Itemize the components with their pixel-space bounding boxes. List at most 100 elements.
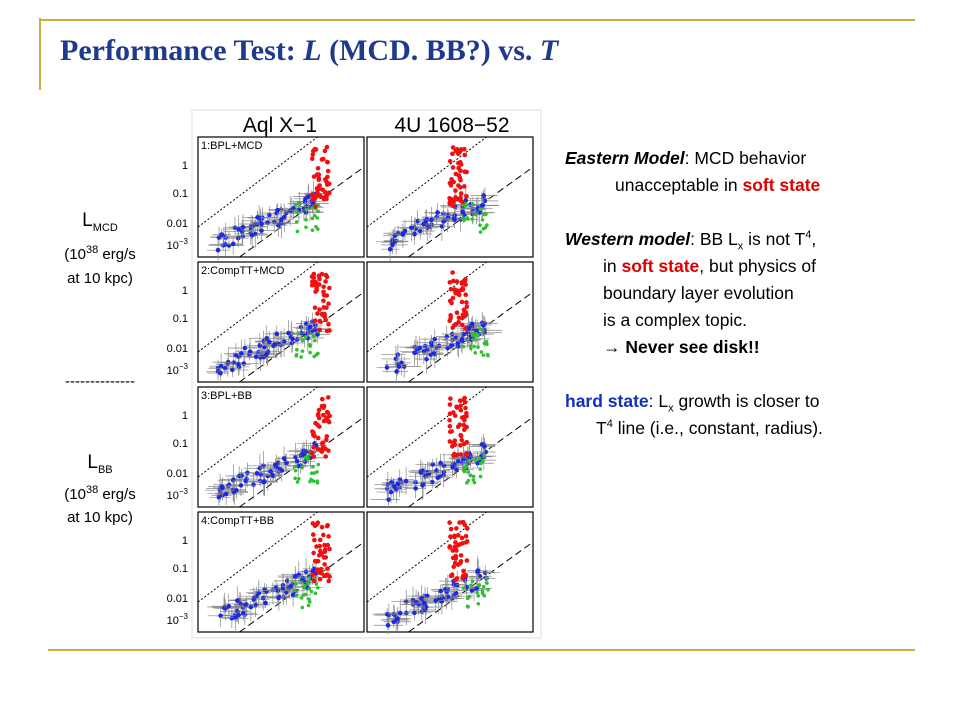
note: boundary layer evolution [603,283,794,303]
label: (10 [64,486,86,503]
label: erg/s [98,246,136,263]
point [216,235,222,240]
point [264,335,270,341]
point [449,197,454,202]
title-text: T [539,34,559,67]
point [315,227,320,231]
point [309,450,315,456]
point [313,213,317,218]
point [450,165,456,170]
point [300,576,306,581]
point [455,424,461,430]
column-title: 4U 1608−52 [394,114,509,137]
label: BB [97,463,113,476]
point [472,480,477,485]
point [290,336,295,342]
point [390,242,395,248]
point [479,350,484,354]
point [412,231,417,237]
point [311,550,316,556]
y-tick-label: 0.01 [167,218,188,230]
y-tick-label: 0.1 [173,313,188,325]
point [477,573,483,579]
point [294,354,299,358]
point [485,581,489,585]
point [448,286,454,292]
text: : L [648,391,669,411]
point [486,353,490,358]
point [295,347,299,352]
point [450,145,456,150]
point [384,365,390,370]
point [319,311,325,317]
point [478,207,482,211]
y-tick-label: 10−3 [167,612,189,627]
point [316,175,322,181]
point [255,215,260,220]
label: L [87,452,98,473]
point [458,433,464,439]
point [466,217,470,221]
point [399,360,404,366]
point [317,193,323,199]
y-tick-label: 1 [182,535,188,547]
point [324,434,330,439]
column-title: Aql X−1 [243,114,317,137]
tick-base: 10 [167,240,179,252]
point [241,361,247,366]
tick-exp: −3 [179,487,189,496]
point [219,232,224,237]
point [266,212,272,218]
point [220,485,225,491]
point [384,611,390,617]
point [459,299,465,305]
point [447,158,453,164]
point [327,546,332,552]
point [315,311,320,316]
point [486,587,490,592]
point [475,460,480,466]
point [243,478,249,484]
text: hard state [565,391,649,411]
point [309,589,314,594]
point [470,202,475,206]
point [293,476,297,481]
point [255,222,260,227]
point [475,590,479,595]
point [456,292,462,298]
point [327,328,332,333]
text: Eastern Model [565,148,685,168]
point [422,600,427,606]
point [449,342,455,348]
point [455,459,461,464]
point [385,622,391,628]
point [293,468,298,473]
label: erg/s [98,486,136,503]
guide-line [197,136,318,228]
point [266,339,272,345]
label: 38 [85,244,99,256]
point [293,573,298,579]
point [469,583,473,588]
point [243,602,248,608]
point [476,601,481,606]
point [315,332,320,337]
panel-label: 1:BPL+MCD [201,140,262,152]
point [481,193,486,198]
point [308,479,312,484]
point [396,364,402,369]
point [315,412,321,418]
point [447,544,453,549]
point [461,586,466,590]
guide-line [408,541,534,633]
point [325,410,331,416]
guide-line [197,261,318,353]
point [314,582,319,586]
panel [366,261,534,384]
guide-line [239,166,365,258]
point [297,202,302,206]
text: soft state [742,175,821,195]
point [395,481,401,487]
point [326,301,331,307]
point [462,400,468,405]
